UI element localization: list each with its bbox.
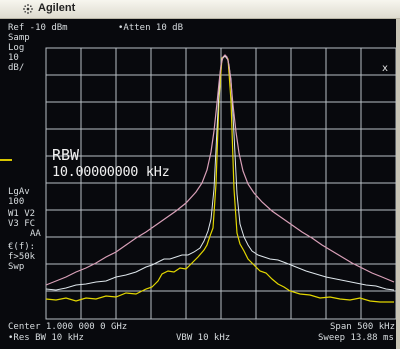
trace-yellow (45, 55, 394, 303)
sweep-mode: Swp (8, 262, 25, 272)
avg-type: LgAv (8, 187, 30, 197)
trace-status-v3-fc: V3 FC (8, 219, 36, 229)
vbw-readout: VBW 10 kHz (176, 333, 231, 343)
ref-level-readout: Ref -10 dBm (8, 23, 68, 33)
avg-count: 100 (8, 197, 25, 207)
scale-unit: dB/ (8, 63, 25, 73)
trace-pink (45, 54, 395, 286)
res-bw-readout: •Res BW 10 kHz (8, 333, 84, 343)
sweep-time-readout: Sweep 13.88 ms (318, 333, 394, 343)
title-bar: Agilent (0, 0, 400, 19)
marker-indicator: x (381, 63, 388, 74)
attenuation-readout: •Atten 10 dB (118, 23, 184, 33)
rbw-annotation-value: 10.00000000 kHz (52, 164, 170, 180)
brand-label: Agilent (38, 2, 76, 14)
span-readout: Span 500 kHz (330, 322, 396, 332)
agilent-logo-icon (23, 4, 33, 14)
scale-log: Log (8, 43, 25, 53)
freq-fsm: f>50k (8, 252, 36, 262)
spectrum-graticule (45, 47, 396, 320)
analyzer-screen: Ref -10 dBm •Atten 10 dB Samp Log 10 dB/… (0, 19, 400, 349)
detector-samp: Samp (8, 33, 30, 43)
callout-pointer (0, 159, 12, 161)
scale-value: 10 (8, 53, 19, 63)
freq-ef: €(f): (8, 242, 36, 252)
center-frequency: Center 1.000 000 0 GHz (8, 322, 128, 332)
trace-status-w1-v2: W1 V2 (8, 209, 36, 219)
trace-status-aa: AA (30, 229, 41, 239)
rbw-annotation-label: RBW (52, 146, 80, 164)
